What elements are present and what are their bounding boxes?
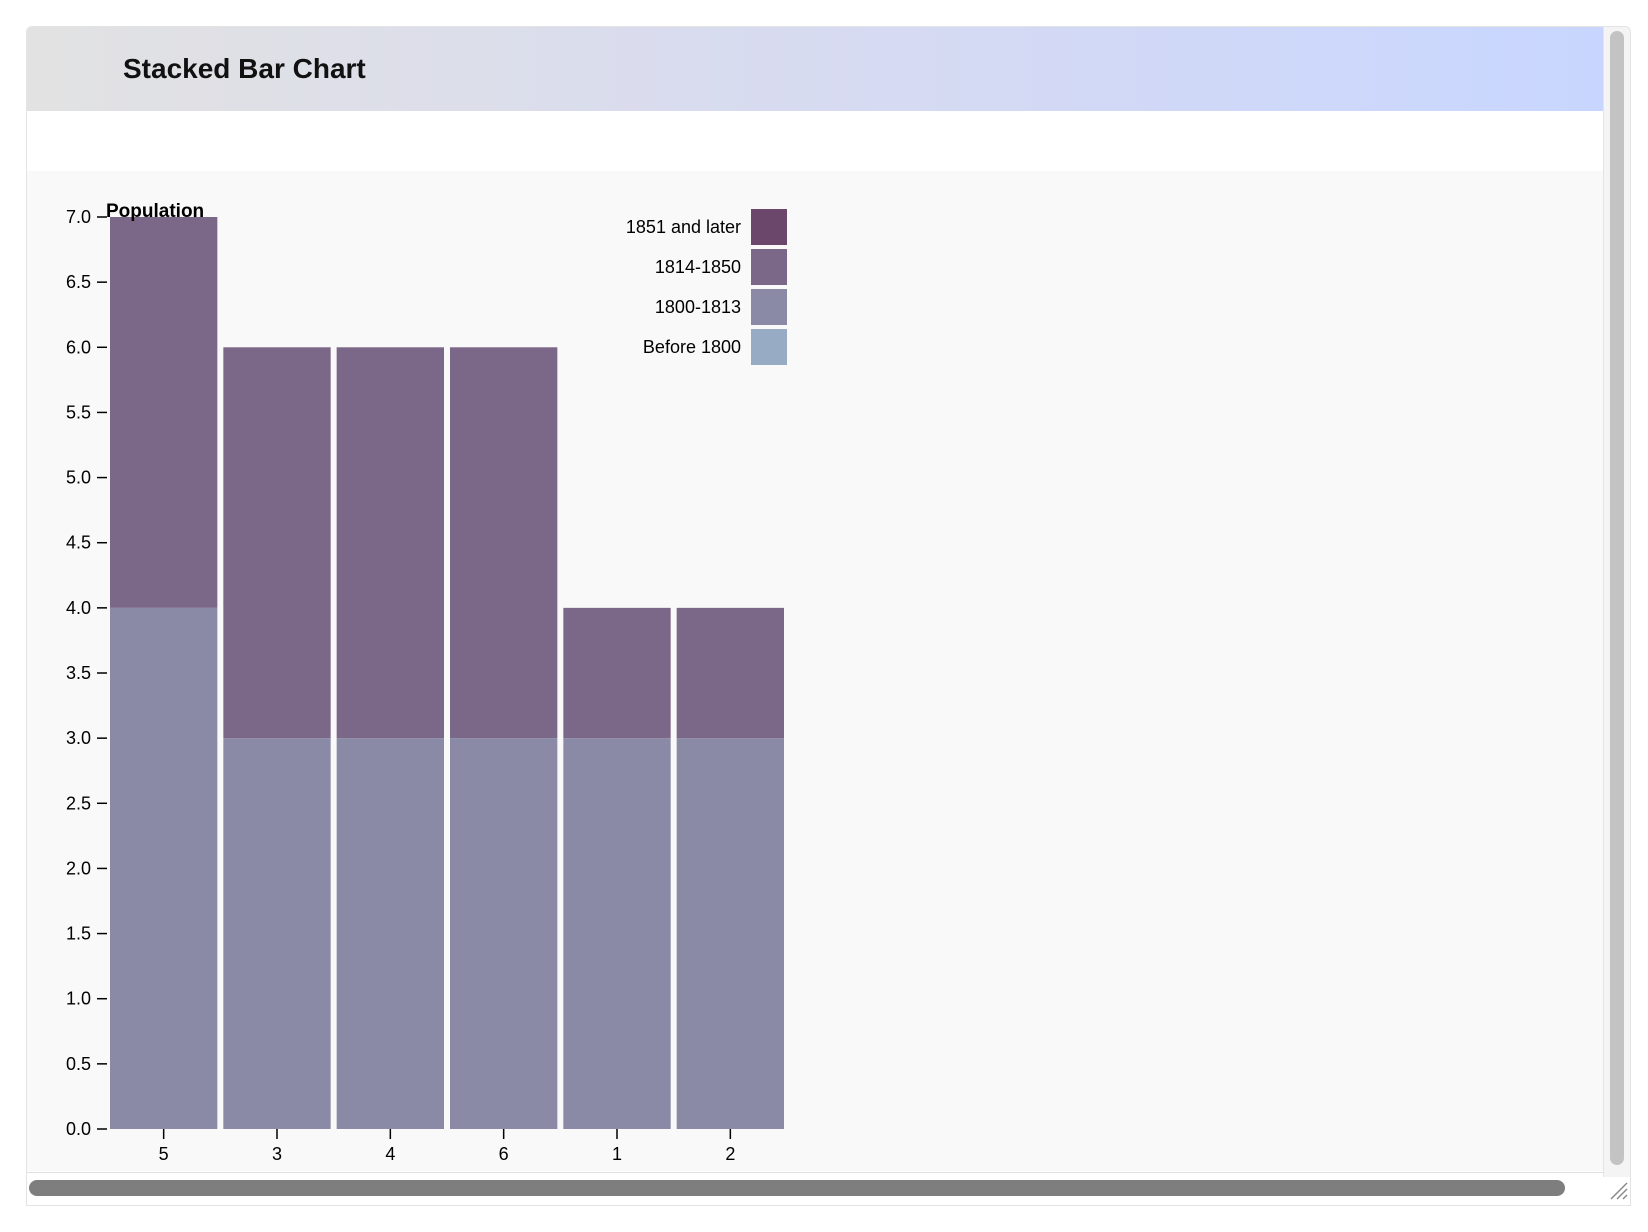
bar-segment[interactable]	[676, 738, 784, 1129]
y-tick-label: 1.0	[66, 989, 91, 1009]
bar-segment[interactable]	[450, 738, 558, 1129]
legend-swatch	[751, 289, 787, 325]
bars-group	[110, 217, 784, 1129]
stacked-bar-chart: 0.0 0.5 1.0 1.5 2.0 2.5 3.0 3.5 4.0 4.5 5.0 5.5 6.0 6…	[66, 201, 787, 1164]
window-titlebar: Stacked Bar Chart	[27, 27, 1603, 111]
legend-label: 1800-1813	[655, 297, 741, 317]
divider	[27, 1172, 1603, 1173]
x-tick-label: 1	[612, 1144, 622, 1164]
legend-label: 1851 and later	[626, 217, 741, 237]
x-tick-label: 6	[499, 1144, 509, 1164]
y-tick-label: 7.0	[66, 207, 91, 227]
y-tick-label: 3.5	[66, 663, 91, 683]
bar-segment[interactable]	[563, 607, 671, 739]
legend-swatch	[751, 249, 787, 285]
y-tick-label: 0.5	[66, 1054, 91, 1074]
y-tick-label: 6.5	[66, 272, 91, 292]
resize-grip-icon[interactable]	[1607, 1179, 1629, 1201]
y-axis-label: Population	[106, 201, 204, 222]
bar-segment[interactable]	[223, 347, 331, 739]
x-tick-label: 2	[725, 1144, 735, 1164]
y-tick-label: 2.0	[66, 858, 91, 878]
bar-segment[interactable]	[110, 217, 218, 608]
y-tick-label: 4.5	[66, 533, 91, 553]
horizontal-scrollbar-thumb[interactable]	[29, 1180, 1565, 1196]
chart-window: Stacked Bar Chart 0.0 0.5 1.0 1.5 2.0 2.5 3.0 3…	[26, 26, 1631, 1206]
y-tick-label: 3.0	[66, 728, 91, 748]
bar-segment[interactable]	[336, 738, 444, 1129]
bar-segment[interactable]	[110, 607, 218, 1129]
legend-swatch	[751, 209, 787, 245]
x-tick-label: 3	[272, 1144, 282, 1164]
bar-segment[interactable]	[676, 607, 784, 739]
y-tick-label: 0.0	[66, 1119, 91, 1139]
legend: 1851 and later 1814-1850 1800-1813 Before 1…	[626, 209, 787, 365]
window-title: Stacked Bar Chart	[123, 53, 366, 84]
y-tick-label: 6.0	[66, 337, 91, 357]
legend-label: 1814-1850	[655, 257, 741, 277]
bar-segment[interactable]	[223, 738, 331, 1129]
chart-area: 0.0 0.5 1.0 1.5 2.0 2.5 3.0 3.5 4.0 4.5 5.0 5.5 6.0 6…	[27, 171, 1603, 1171]
y-tick-label: 2.5	[66, 793, 91, 813]
y-tick-label: 1.5	[66, 924, 91, 944]
y-tick-label: 4.0	[66, 598, 91, 618]
vertical-scrollbar-thumb[interactable]	[1610, 31, 1624, 1165]
bar-segment[interactable]	[336, 347, 444, 739]
bar-segment[interactable]	[563, 738, 671, 1129]
x-tick-label: 4	[385, 1144, 395, 1164]
x-tick-label: 5	[159, 1144, 169, 1164]
legend-label: Before 1800	[643, 337, 741, 357]
bar-segment[interactable]	[450, 347, 558, 739]
x-axis: 5 3 4 6 1 2	[159, 1129, 735, 1164]
y-tick-label: 5.0	[66, 468, 91, 488]
legend-swatch	[751, 329, 787, 365]
y-axis: 0.0 0.5 1.0 1.5 2.0 2.5 3.0 3.5 4.0 4.5 5.0 5.5 6.0 6…	[66, 207, 107, 1139]
y-tick-label: 5.5	[66, 402, 91, 422]
